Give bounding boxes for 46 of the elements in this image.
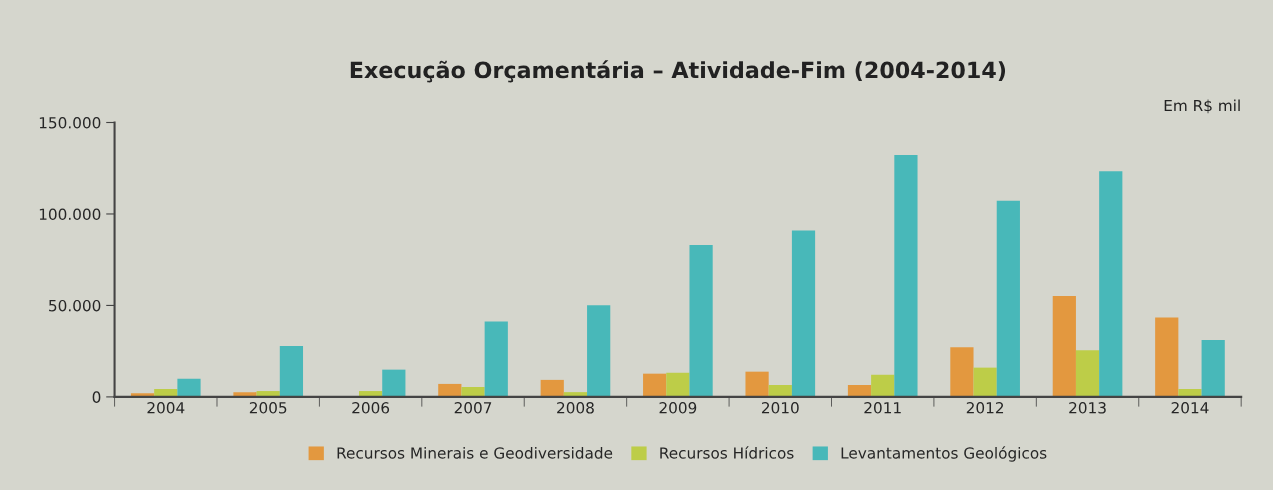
bar <box>666 372 690 397</box>
chart-title: Execução Orçamentária – Atividade-Fim (2004-2014) <box>350 60 1006 83</box>
bar <box>791 230 816 397</box>
bar <box>461 387 485 397</box>
bar <box>689 244 713 397</box>
bar <box>643 373 667 397</box>
bar <box>1099 171 1123 397</box>
x-tick-label: 2011 <box>864 402 901 414</box>
bar <box>1201 340 1225 397</box>
bar <box>382 369 406 397</box>
bar <box>768 385 792 397</box>
legend-label: Recursos Minerais e Geodiversidade <box>337 446 613 459</box>
bar <box>894 154 918 397</box>
bar <box>871 374 895 397</box>
bar <box>973 367 997 397</box>
bar <box>745 371 769 397</box>
x-tick-label: 2004 <box>147 402 185 414</box>
x-tick-label: 2010 <box>761 402 799 414</box>
bar <box>438 383 462 397</box>
bar <box>177 378 201 397</box>
x-tick-label: 2014 <box>1171 402 1209 414</box>
bar <box>847 385 872 397</box>
y-tick-label: 50.000 <box>49 299 101 312</box>
y-tick-label: 0 <box>92 391 101 403</box>
bar <box>587 305 611 397</box>
x-tick-label: 2008 <box>557 402 594 414</box>
y-tick-label: 100.000 <box>39 208 101 220</box>
x-tick-label: 2012 <box>966 402 1004 414</box>
y-tick-label: 150.000 <box>39 116 101 129</box>
bar <box>1052 295 1076 397</box>
bar <box>1075 350 1100 397</box>
bar <box>484 321 508 397</box>
legend-label: Levantamentos Geológicos <box>841 446 1047 462</box>
x-tick-label: 2007 <box>454 402 492 414</box>
text: Em R$ mil <box>1164 99 1240 114</box>
bar <box>279 346 304 397</box>
bar <box>950 347 974 397</box>
x-tick-label: 2009 <box>659 402 697 414</box>
x-tick-label: 2013 <box>1069 402 1106 414</box>
bar <box>1178 389 1202 397</box>
bar <box>1155 317 1179 397</box>
bar <box>540 379 564 397</box>
bar <box>996 200 1020 397</box>
x-tick-label: 2006 <box>352 402 390 414</box>
x-tick-label: 2005 <box>249 402 287 414</box>
legend-label: Recursos Hídricos <box>660 446 794 459</box>
